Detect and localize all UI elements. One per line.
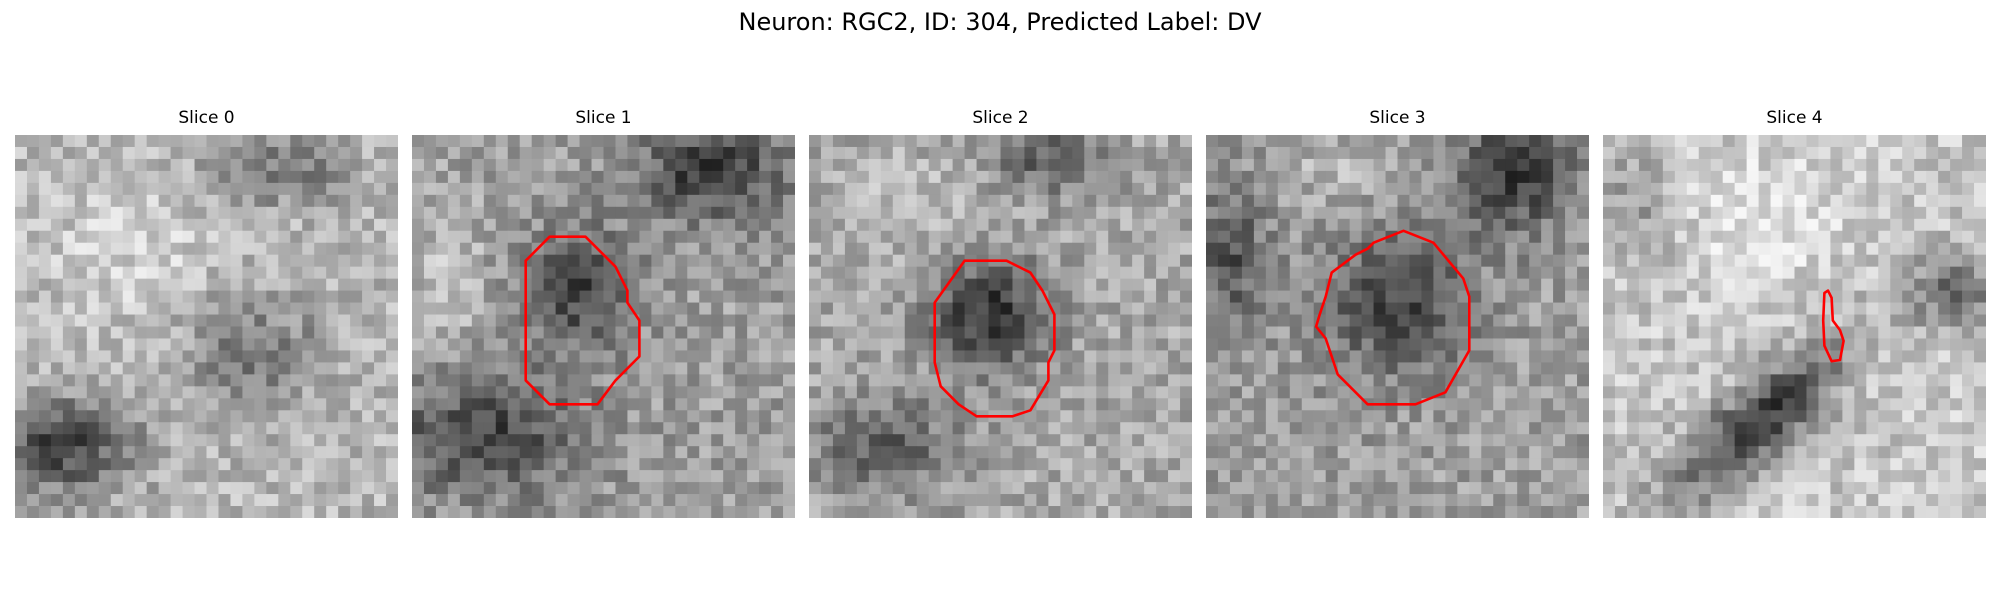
slice-image bbox=[412, 135, 795, 518]
roi-contour bbox=[524, 235, 641, 406]
slice-image bbox=[15, 135, 398, 518]
panel-slice-1: Slice 1 bbox=[412, 108, 795, 518]
panel-title: Slice 0 bbox=[178, 108, 235, 128]
panel-title: Slice 1 bbox=[575, 108, 632, 128]
slice-image bbox=[809, 135, 1192, 518]
panel-title: Slice 3 bbox=[1369, 108, 1426, 128]
slice-image bbox=[1603, 135, 1986, 518]
pixel-grid bbox=[1603, 135, 1986, 518]
panel-slice-3: Slice 3 bbox=[1206, 108, 1589, 518]
pixel-grid bbox=[15, 135, 398, 518]
slice-image bbox=[1206, 135, 1589, 518]
panel-title: Slice 2 bbox=[972, 108, 1029, 128]
panel-slice-2: Slice 2 bbox=[809, 108, 1192, 518]
figure-title: Neuron: RGC2, ID: 304, Predicted Label: … bbox=[738, 8, 1262, 36]
panel-slice-0: Slice 0 bbox=[15, 108, 398, 518]
panel-slice-4: Slice 4 bbox=[1603, 108, 1986, 518]
pixel-grid bbox=[809, 135, 1192, 518]
pixel-grid bbox=[1206, 135, 1589, 518]
panel-title: Slice 4 bbox=[1766, 108, 1823, 128]
roi-contour bbox=[1314, 229, 1471, 406]
pixel-grid bbox=[412, 135, 795, 518]
roi-contour bbox=[1821, 289, 1845, 363]
roi-contour bbox=[933, 259, 1056, 418]
